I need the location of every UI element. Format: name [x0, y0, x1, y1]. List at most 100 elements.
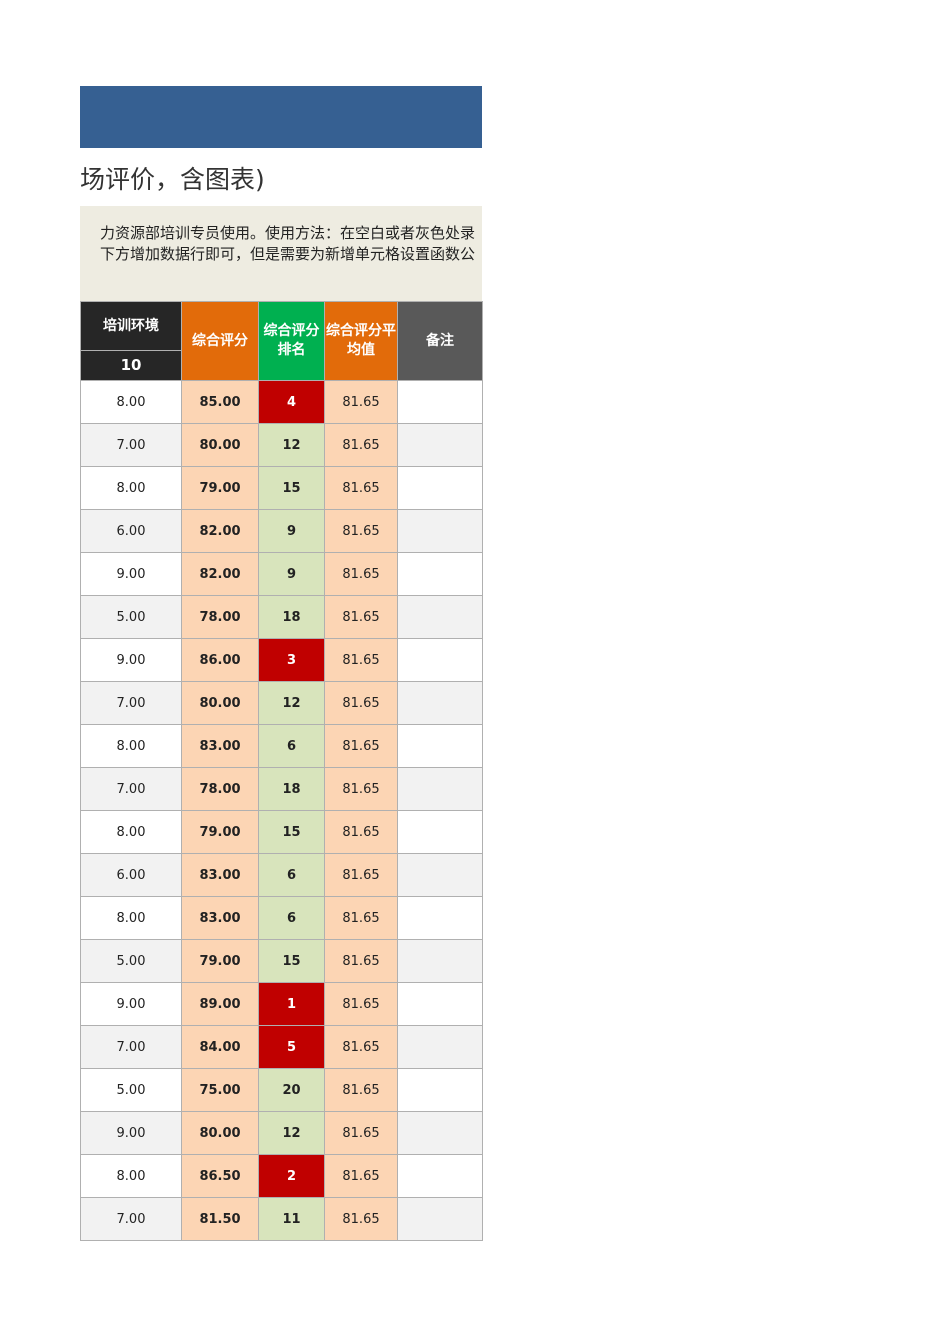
cell-note[interactable] — [397, 380, 483, 424]
header-env-weight[interactable]: 10 — [80, 350, 182, 381]
cell-rank[interactable]: 20 — [258, 1068, 325, 1112]
cell-rank[interactable]: 9 — [258, 509, 325, 553]
header-env[interactable]: 培训环境 — [80, 301, 182, 351]
cell-rank[interactable]: 6 — [258, 896, 325, 940]
cell-note[interactable] — [397, 681, 483, 725]
cell-score[interactable]: 80.00 — [181, 423, 259, 467]
cell-note[interactable] — [397, 1111, 483, 1155]
cell-score[interactable]: 75.00 — [181, 1068, 259, 1112]
cell-env[interactable]: 6.00 — [80, 509, 182, 553]
cell-rank[interactable]: 6 — [258, 724, 325, 768]
cell-note[interactable] — [397, 509, 483, 553]
cell-avg[interactable]: 81.65 — [324, 595, 398, 639]
header-note[interactable]: 备注 — [397, 301, 483, 381]
cell-rank[interactable]: 2 — [258, 1154, 325, 1198]
cell-score[interactable]: 78.00 — [181, 595, 259, 639]
cell-rank[interactable]: 15 — [258, 810, 325, 854]
cell-env[interactable]: 5.00 — [80, 1068, 182, 1112]
cell-avg[interactable]: 81.65 — [324, 853, 398, 897]
cell-rank[interactable]: 15 — [258, 466, 325, 510]
cell-note[interactable] — [397, 982, 483, 1026]
cell-score[interactable]: 83.00 — [181, 896, 259, 940]
cell-env[interactable]: 8.00 — [80, 810, 182, 854]
cell-env[interactable]: 8.00 — [80, 466, 182, 510]
cell-avg[interactable]: 81.65 — [324, 767, 398, 811]
cell-note[interactable] — [397, 939, 483, 983]
cell-note[interactable] — [397, 724, 483, 768]
cell-avg[interactable]: 81.65 — [324, 380, 398, 424]
cell-rank[interactable]: 1 — [258, 982, 325, 1026]
cell-note[interactable] — [397, 423, 483, 467]
cell-score[interactable]: 80.00 — [181, 1111, 259, 1155]
cell-env[interactable]: 7.00 — [80, 1025, 182, 1069]
cell-avg[interactable]: 81.65 — [324, 466, 398, 510]
cell-note[interactable] — [397, 1197, 483, 1241]
cell-rank[interactable]: 18 — [258, 595, 325, 639]
header-avg[interactable]: 综合评分平均值 — [324, 301, 398, 381]
cell-score[interactable]: 83.00 — [181, 724, 259, 768]
cell-avg[interactable]: 81.65 — [324, 810, 398, 854]
cell-score[interactable]: 83.00 — [181, 853, 259, 897]
cell-env[interactable]: 8.00 — [80, 1154, 182, 1198]
cell-avg[interactable]: 81.65 — [324, 1068, 398, 1112]
cell-env[interactable]: 9.00 — [80, 552, 182, 596]
cell-note[interactable] — [397, 810, 483, 854]
cell-rank[interactable]: 5 — [258, 1025, 325, 1069]
cell-note[interactable] — [397, 638, 483, 682]
cell-score[interactable]: 79.00 — [181, 466, 259, 510]
cell-score[interactable]: 81.50 — [181, 1197, 259, 1241]
cell-env[interactable]: 7.00 — [80, 681, 182, 725]
header-score[interactable]: 综合评分 — [181, 301, 259, 381]
cell-rank[interactable]: 6 — [258, 853, 325, 897]
cell-rank[interactable]: 11 — [258, 1197, 325, 1241]
cell-note[interactable] — [397, 552, 483, 596]
cell-avg[interactable]: 81.65 — [324, 509, 398, 553]
cell-env[interactable]: 8.00 — [80, 724, 182, 768]
cell-score[interactable]: 80.00 — [181, 681, 259, 725]
cell-avg[interactable]: 81.65 — [324, 939, 398, 983]
cell-avg[interactable]: 81.65 — [324, 1197, 398, 1241]
cell-note[interactable] — [397, 767, 483, 811]
cell-rank[interactable]: 3 — [258, 638, 325, 682]
cell-env[interactable]: 9.00 — [80, 638, 182, 682]
cell-score[interactable]: 82.00 — [181, 552, 259, 596]
cell-rank[interactable]: 4 — [258, 380, 325, 424]
cell-env[interactable]: 7.00 — [80, 1197, 182, 1241]
cell-avg[interactable]: 81.65 — [324, 1111, 398, 1155]
cell-env[interactable]: 9.00 — [80, 1111, 182, 1155]
cell-avg[interactable]: 81.65 — [324, 638, 398, 682]
cell-score[interactable]: 86.50 — [181, 1154, 259, 1198]
cell-env[interactable]: 8.00 — [80, 380, 182, 424]
cell-score[interactable]: 78.00 — [181, 767, 259, 811]
cell-rank[interactable]: 12 — [258, 681, 325, 725]
cell-note[interactable] — [397, 466, 483, 510]
cell-avg[interactable]: 81.65 — [324, 1154, 398, 1198]
cell-avg[interactable]: 81.65 — [324, 681, 398, 725]
cell-avg[interactable]: 81.65 — [324, 552, 398, 596]
cell-env[interactable]: 9.00 — [80, 982, 182, 1026]
cell-note[interactable] — [397, 853, 483, 897]
cell-note[interactable] — [397, 1068, 483, 1112]
cell-avg[interactable]: 81.65 — [324, 423, 398, 467]
cell-env[interactable]: 5.00 — [80, 939, 182, 983]
cell-env[interactable]: 8.00 — [80, 896, 182, 940]
cell-rank[interactable]: 12 — [258, 1111, 325, 1155]
cell-score[interactable]: 86.00 — [181, 638, 259, 682]
cell-avg[interactable]: 81.65 — [324, 896, 398, 940]
cell-rank[interactable]: 9 — [258, 552, 325, 596]
cell-score[interactable]: 79.00 — [181, 939, 259, 983]
cell-env[interactable]: 6.00 — [80, 853, 182, 897]
cell-score[interactable]: 79.00 — [181, 810, 259, 854]
cell-note[interactable] — [397, 1025, 483, 1069]
cell-avg[interactable]: 81.65 — [324, 724, 398, 768]
cell-score[interactable]: 82.00 — [181, 509, 259, 553]
cell-rank[interactable]: 18 — [258, 767, 325, 811]
header-rank[interactable]: 综合评分排名 — [258, 301, 325, 381]
cell-note[interactable] — [397, 1154, 483, 1198]
cell-note[interactable] — [397, 896, 483, 940]
cell-score[interactable]: 84.00 — [181, 1025, 259, 1069]
cell-avg[interactable]: 81.65 — [324, 1025, 398, 1069]
cell-score[interactable]: 85.00 — [181, 380, 259, 424]
cell-env[interactable]: 5.00 — [80, 595, 182, 639]
cell-env[interactable]: 7.00 — [80, 767, 182, 811]
